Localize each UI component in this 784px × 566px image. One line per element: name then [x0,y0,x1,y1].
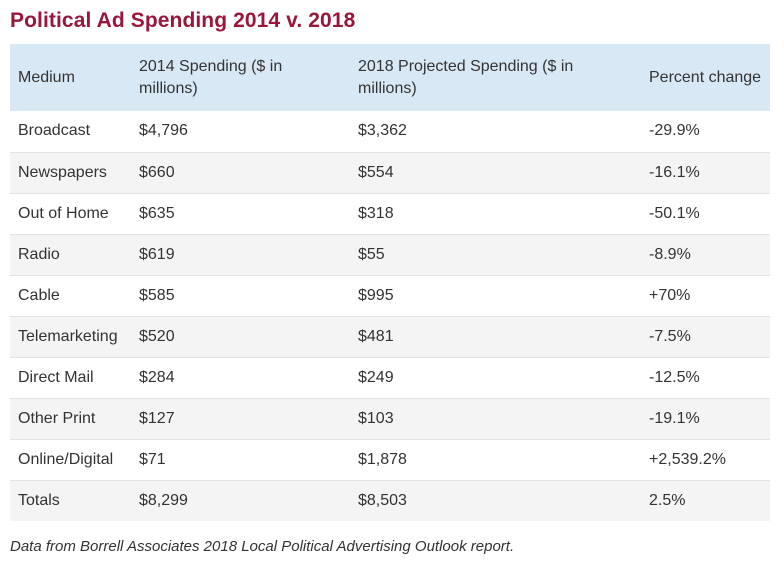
cell-2018: $554 [350,152,641,194]
cell-2014: $635 [131,193,350,235]
table-row: Radio $619 $55 -8.9% [10,234,770,276]
table-header: Medium 2014 Spending ($ in millions) 201… [10,44,770,111]
cell-medium: Other Print [10,398,131,440]
cell-medium: Out of Home [10,193,131,235]
column-header-percent-change: Percent change [649,68,762,86]
cell-medium: Broadcast [10,111,131,153]
table-row: Newspapers $660 $554 -16.1% [10,152,770,194]
cell-2014: $284 [131,357,350,399]
cell-2014: $520 [131,316,350,358]
header-row: Medium 2014 Spending ($ in millions) 201… [10,44,770,111]
cell-2014: $8,299 [139,491,188,509]
cell-change: -16.1% [641,152,770,194]
cell-2018: $249 [350,357,641,399]
table-row: Broadcast $4,796 $3,362 -29.9% [10,111,770,153]
table-row: Cable $585 $995 +70% [10,275,770,317]
cell-change: +2,539.2% [641,439,770,481]
cell-medium: Cable [10,275,131,317]
cell-change: -19.1% [641,398,770,440]
cell-medium: Direct Mail [10,357,131,399]
cell-medium: Online/Digital [10,439,131,481]
cell-medium: Telemarketing [10,316,131,358]
table-row: Other Print $127 $103 -19.1% [10,398,770,440]
cell-change: 2.5% [649,491,686,509]
column-header-2014-spending: 2014 Spending ($ in millions) [139,57,283,97]
cell-2014: $127 [131,398,350,440]
cell-2014: $619 [131,234,350,276]
cell-medium: Newspapers [10,152,131,194]
cell-change: -7.5% [641,316,770,358]
totals-row: Totals $8,299 $8,503 2.5% [10,480,770,521]
cell-2014: $4,796 [131,111,350,153]
cell-2018: $55 [350,234,641,276]
cell-2018: $1,878 [350,439,641,481]
cell-2018: $481 [350,316,641,358]
cell-2018: $103 [350,398,641,440]
cell-change: +70% [641,275,770,317]
spending-table-container: Medium 2014 Spending ($ in millions) 201… [10,44,770,521]
cell-medium: Totals [18,491,60,509]
cell-2014: $585 [131,275,350,317]
table-body: Broadcast $4,796 $3,362 -29.9% Newspaper… [10,111,770,521]
cell-2018: $3,362 [350,111,641,153]
source-note: Data from Borrell Associates 2018 Local … [10,538,515,555]
column-header-2018-projected-spending: 2018 Projected Spending ($ in millions) [358,57,574,97]
table-title: Political Ad Spending 2014 v. 2018 [10,9,356,32]
cell-2014: $71 [131,439,350,481]
cell-medium: Radio [10,234,131,276]
cell-change: -12.5% [641,357,770,399]
table-row: Direct Mail $284 $249 -12.5% [10,357,770,399]
cell-2014: $660 [131,152,350,194]
table-row: Telemarketing $520 $481 -7.5% [10,316,770,358]
cell-change: -8.9% [641,234,770,276]
table-row: Online/Digital $71 $1,878 +2,539.2% [10,439,770,481]
column-header-medium: Medium [18,68,75,86]
spending-table: Medium 2014 Spending ($ in millions) 201… [10,44,770,521]
cell-change: -50.1% [641,193,770,235]
table-row: Out of Home $635 $318 -50.1% [10,193,770,235]
cell-change: -29.9% [641,111,770,153]
cell-2018: $995 [350,275,641,317]
cell-2018: $318 [350,193,641,235]
cell-2018: $8,503 [358,491,407,509]
